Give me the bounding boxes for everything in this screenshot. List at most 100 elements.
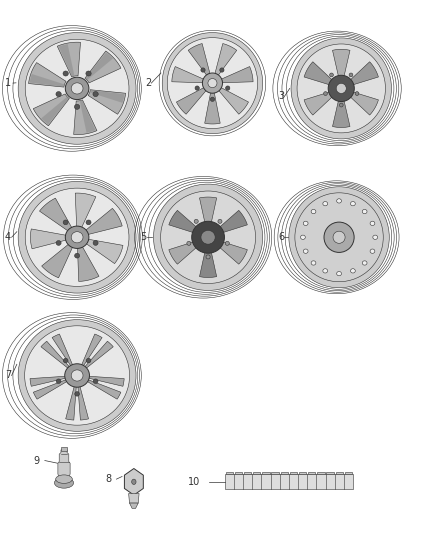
Ellipse shape <box>153 184 263 290</box>
Polygon shape <box>217 211 247 233</box>
Ellipse shape <box>71 232 83 243</box>
Polygon shape <box>80 100 95 133</box>
Polygon shape <box>225 474 353 489</box>
Polygon shape <box>332 50 350 78</box>
Ellipse shape <box>218 220 222 223</box>
Ellipse shape <box>71 83 83 94</box>
Ellipse shape <box>349 73 353 77</box>
Polygon shape <box>219 87 248 114</box>
Ellipse shape <box>362 209 367 214</box>
Polygon shape <box>81 334 102 366</box>
Text: 4: 4 <box>5 232 11 243</box>
Ellipse shape <box>86 358 91 363</box>
Ellipse shape <box>336 83 346 93</box>
Bar <box>61 447 67 451</box>
Ellipse shape <box>303 249 308 253</box>
Ellipse shape <box>373 235 378 239</box>
Bar <box>290 472 297 474</box>
Polygon shape <box>33 94 69 126</box>
Polygon shape <box>169 211 199 233</box>
Ellipse shape <box>162 33 263 134</box>
Polygon shape <box>349 92 378 115</box>
Ellipse shape <box>86 71 91 76</box>
Polygon shape <box>87 379 121 399</box>
Polygon shape <box>205 93 220 124</box>
Ellipse shape <box>194 220 198 223</box>
Ellipse shape <box>328 75 354 102</box>
Ellipse shape <box>93 92 98 96</box>
Ellipse shape <box>370 221 375 225</box>
Ellipse shape <box>300 235 305 239</box>
Ellipse shape <box>225 241 230 245</box>
Polygon shape <box>85 52 113 80</box>
Polygon shape <box>52 334 73 366</box>
Ellipse shape <box>323 269 328 273</box>
Bar <box>299 472 306 474</box>
Bar <box>281 472 288 474</box>
Ellipse shape <box>208 78 217 87</box>
Ellipse shape <box>355 92 359 95</box>
Ellipse shape <box>74 104 80 109</box>
Polygon shape <box>85 341 113 368</box>
Polygon shape <box>78 386 88 420</box>
Polygon shape <box>86 239 123 264</box>
Bar <box>235 472 242 474</box>
Ellipse shape <box>18 320 136 431</box>
Ellipse shape <box>339 103 343 107</box>
Ellipse shape <box>64 358 68 363</box>
Text: 7: 7 <box>5 370 11 381</box>
Ellipse shape <box>25 39 129 138</box>
Polygon shape <box>349 62 378 85</box>
Polygon shape <box>304 92 334 115</box>
Polygon shape <box>88 90 126 114</box>
Polygon shape <box>33 379 67 399</box>
Polygon shape <box>30 74 64 87</box>
Ellipse shape <box>56 379 61 383</box>
Polygon shape <box>215 44 237 75</box>
Ellipse shape <box>295 193 383 282</box>
Polygon shape <box>74 100 97 135</box>
Ellipse shape <box>202 73 223 93</box>
Polygon shape <box>85 51 121 83</box>
Bar <box>308 472 315 474</box>
Ellipse shape <box>93 379 98 383</box>
Ellipse shape <box>65 226 89 248</box>
Bar <box>244 472 251 474</box>
Ellipse shape <box>370 249 375 253</box>
Polygon shape <box>30 229 66 249</box>
Polygon shape <box>90 90 124 103</box>
Ellipse shape <box>291 38 392 139</box>
Polygon shape <box>30 376 66 386</box>
Ellipse shape <box>350 201 355 206</box>
Text: 1: 1 <box>5 78 11 88</box>
Ellipse shape <box>167 38 258 128</box>
Polygon shape <box>39 198 72 231</box>
Ellipse shape <box>324 92 327 95</box>
Polygon shape <box>41 341 70 368</box>
Ellipse shape <box>74 253 80 258</box>
Ellipse shape <box>226 86 230 90</box>
Ellipse shape <box>337 199 342 203</box>
Ellipse shape <box>56 240 61 245</box>
Ellipse shape <box>210 97 215 101</box>
Polygon shape <box>177 87 206 114</box>
Ellipse shape <box>324 222 354 253</box>
Ellipse shape <box>63 71 68 76</box>
Ellipse shape <box>201 68 205 72</box>
Polygon shape <box>42 244 73 278</box>
Polygon shape <box>59 44 74 77</box>
Bar <box>317 472 325 474</box>
Ellipse shape <box>25 326 130 425</box>
Ellipse shape <box>65 77 89 100</box>
Text: 2: 2 <box>145 78 151 88</box>
Ellipse shape <box>56 475 72 483</box>
Polygon shape <box>172 67 204 83</box>
Polygon shape <box>58 450 70 479</box>
Ellipse shape <box>161 191 255 284</box>
Polygon shape <box>88 376 124 386</box>
Polygon shape <box>130 503 138 508</box>
Text: 8: 8 <box>106 474 112 484</box>
Polygon shape <box>57 42 81 77</box>
Polygon shape <box>304 62 334 85</box>
Ellipse shape <box>330 73 333 77</box>
